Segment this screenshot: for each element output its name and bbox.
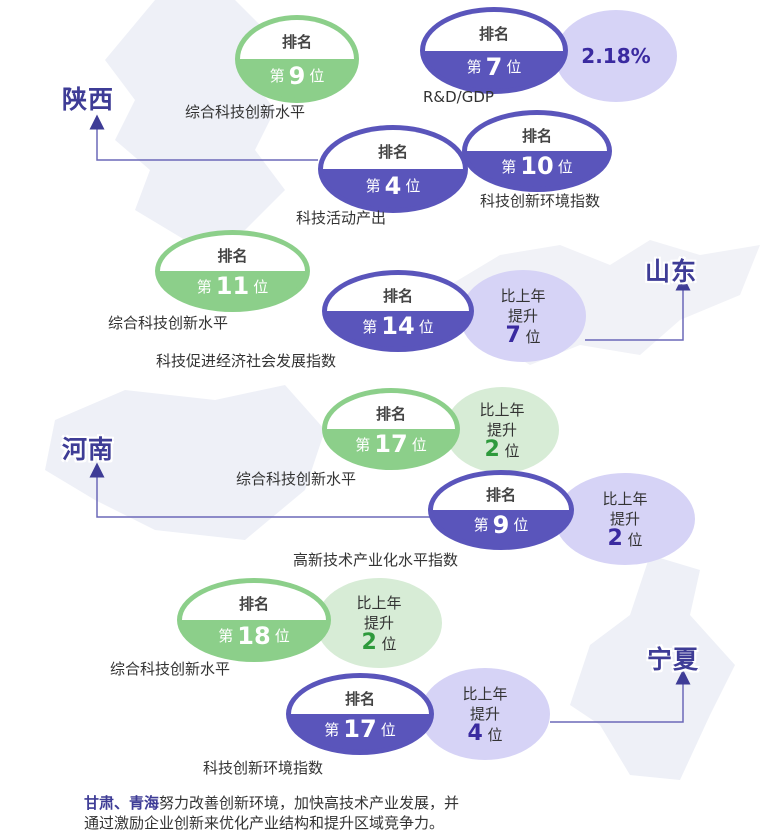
caption-ningxia-env: 科技创新环境指数: [203, 759, 324, 777]
footer-line-1: 努力改善创新环境，加快高技术产业发展，并: [159, 794, 460, 812]
caption-shaanxi-activity: 科技活动产出: [296, 209, 387, 227]
change-value: 4: [467, 720, 483, 746]
caption-shaanxi-env: 科技创新环境指数: [480, 192, 601, 210]
rank-value: 9: [288, 61, 306, 90]
ningxia-map: [560, 555, 760, 785]
caption-henan-hitech: 高新技术产业化水平指数: [293, 551, 459, 569]
province-henan: 河南: [62, 435, 115, 464]
footer-line-2: 通过激励企业创新来优化产业结构和提升区域竞争力。: [84, 814, 445, 832]
change-value: 2: [484, 436, 500, 462]
rank-value: 17: [343, 715, 377, 743]
rank-label: 排名: [425, 12, 563, 51]
change-value: 2: [361, 629, 377, 655]
province-shaanxi: 陕西: [62, 85, 115, 114]
rank-value: 18: [237, 621, 271, 650]
province-ningxia: 宁夏: [647, 645, 700, 674]
caption-shandong-econ: 科技促进经济社会发展指数: [156, 352, 337, 370]
change-bubble-shandong-econ: 比上年 提升 7 位: [460, 270, 586, 362]
rd-value-bubble: 2.18%: [555, 10, 677, 102]
caption-ningxia-overall: 综合科技创新水平: [110, 660, 231, 678]
rank-circle-shaanxi-env: 排名 第 10 位: [462, 110, 612, 192]
rank-value: 17: [374, 430, 408, 458]
footer-text: 甘肃、青海努力改善创新环境，加快高技术产业发展，并 通过激励企业创新来优化产业结…: [84, 793, 459, 833]
province-shandong: 山东: [645, 257, 698, 286]
rank-label: 排名: [160, 235, 305, 271]
caption-henan-overall: 综合科技创新水平: [236, 470, 357, 488]
rank-circle-ningxia-overall: 排名 第 18 位: [177, 578, 331, 662]
rank-value: 4: [384, 171, 402, 200]
rank-circle-shandong-overall: 排名 第 11 位: [155, 230, 310, 312]
rank-value: 11: [215, 272, 250, 300]
footer-bold: 甘肃、青海: [84, 794, 160, 812]
rank-label: 排名: [433, 475, 569, 510]
rank-value: 9: [492, 510, 510, 539]
change-value: 2: [607, 525, 623, 551]
rank-value: 10: [520, 152, 554, 180]
rank-value: 7: [485, 52, 503, 81]
rank-label: 排名: [182, 583, 326, 620]
rank-label: 排名: [327, 275, 469, 311]
rank-label: 排名: [323, 130, 463, 169]
rank-circle-henan-overall: 排名 第 17 位: [322, 388, 460, 470]
caption-shaanxi-rd: R&D/GDP: [423, 88, 494, 106]
rank-circle-ningxia-env: 排名 第 17 位: [286, 673, 434, 755]
change-bubble-ningxia-overall: 比上年 提升 2 位: [316, 578, 442, 668]
rank-label: 排名: [240, 20, 354, 59]
change-bubble-henan-hitech: 比上年 提升 2 位: [555, 473, 695, 565]
rank-label: 排名: [467, 115, 607, 151]
rank-circle-shandong-econ: 排名 第 14 位: [322, 270, 474, 352]
caption-shaanxi-overall: 综合科技创新水平: [185, 103, 306, 121]
change-bubble-henan-overall: 比上年 提升 2 位: [445, 387, 559, 473]
change-bubble-ningxia-env: 比上年 提升 4 位: [420, 668, 550, 760]
rank-label: 排名: [291, 678, 429, 714]
rank-value: 14: [381, 312, 415, 340]
henan-map: [25, 380, 345, 550]
rank-label: 排名: [327, 393, 455, 429]
caption-shandong-overall: 综合科技创新水平: [108, 314, 229, 332]
change-value: 7: [505, 322, 521, 348]
